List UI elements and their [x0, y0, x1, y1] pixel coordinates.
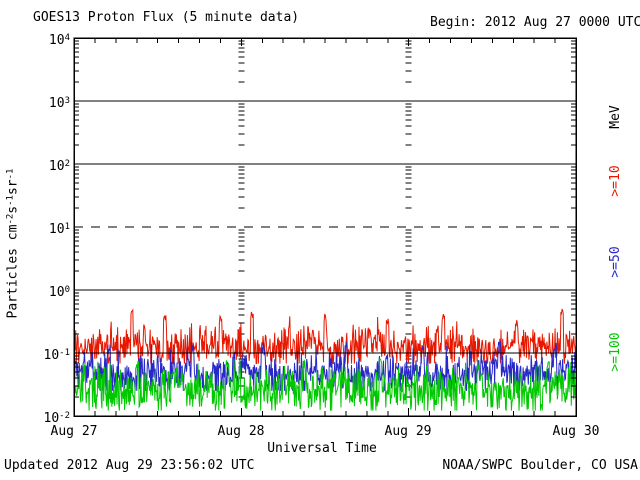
y-tick-label: 100	[48, 285, 70, 300]
exponent: -2	[59, 411, 70, 421]
exponent: 4	[64, 33, 70, 43]
legend-item-gte50: >=50	[608, 246, 623, 278]
legend-unit-label: MeV	[608, 105, 623, 129]
source-attribution-label: NOAA/SWPC Boulder, CO USA	[442, 458, 638, 473]
chart-title: GOES13 Proton Flux (5 minute data)	[33, 10, 300, 25]
x-axis-label: Universal Time	[267, 441, 377, 456]
x-tick-label: Aug 28	[217, 424, 265, 439]
x-tick-label: Aug 27	[50, 424, 98, 439]
exponent: 2	[64, 159, 70, 169]
updated-timestamp-label: Updated 2012 Aug 29 23:56:02 UTC	[4, 458, 255, 473]
legend-item-gte10: >=10	[608, 165, 623, 197]
exponent: 3	[64, 96, 70, 106]
y-tick-label: 10-1	[43, 348, 71, 363]
x-tick-label: Aug 30	[552, 424, 600, 439]
y-tick-label: 102	[48, 159, 70, 174]
y-tick-label: 104	[48, 33, 70, 48]
y-tick-label: 10-2	[43, 411, 71, 426]
exponent: 1	[64, 222, 70, 232]
legend-item-gte100: >=100	[608, 332, 623, 372]
y-axis-label: Particles cm-2s-1sr-1	[5, 168, 21, 319]
exponent: 0	[64, 285, 70, 295]
begin-timestamp-label: Begin: 2012 Aug 27 0000 UTC	[430, 15, 640, 30]
y-tick-label: 101	[48, 222, 70, 237]
exponent: -1	[59, 348, 70, 358]
y-tick-label: 103	[48, 96, 70, 111]
x-tick-label: Aug 29	[384, 424, 432, 439]
